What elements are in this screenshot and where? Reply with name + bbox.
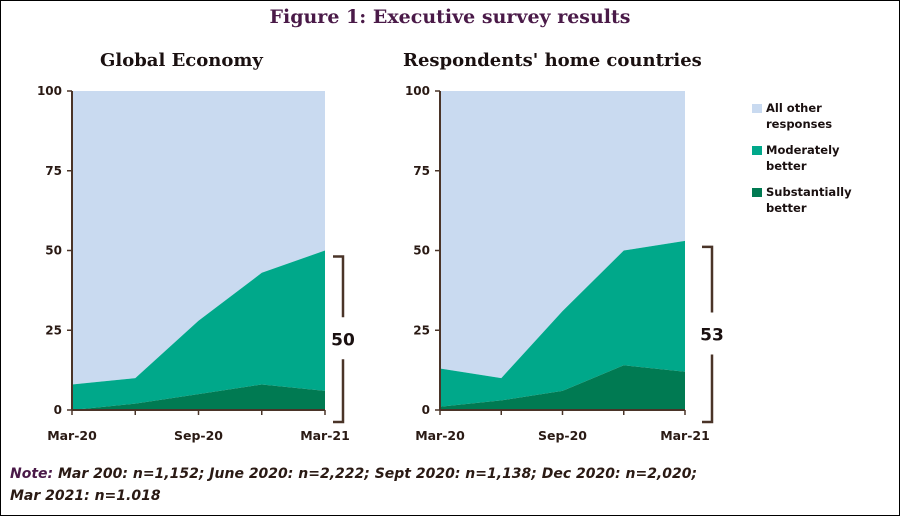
home-area-all-other-responses xyxy=(440,91,685,379)
home-x-tick-label: Mar-21 xyxy=(660,428,710,443)
legend-item-substantially: Substantially better xyxy=(752,184,896,216)
home-y-tick-label: 50 xyxy=(413,244,430,258)
home-y-tick-label: 0 xyxy=(422,403,430,417)
home-area-moderately-better xyxy=(440,240,685,407)
chart-title-home: Respondents' home countries xyxy=(403,50,702,71)
note-text-line2: Mar 2021: n=1.018 xyxy=(10,488,161,504)
global-annotation-label: 50 xyxy=(331,330,355,350)
home-brace-bottom xyxy=(702,354,714,424)
global-y-tick-label: 50 xyxy=(45,244,62,258)
legend-label: All other xyxy=(766,101,822,115)
chart-title-global: Global Economy xyxy=(100,50,263,71)
legend-label: Substantially xyxy=(766,185,852,199)
global-y-tick-label: 25 xyxy=(45,323,62,337)
global-area-all-other-responses xyxy=(72,91,325,385)
global-y-tick-label: 100 xyxy=(37,84,62,98)
home-y-tick-label: 100 xyxy=(405,84,430,98)
global-y-tick-label: 0 xyxy=(54,403,62,417)
home-area-substantially-better xyxy=(440,365,685,410)
global-brace-bottom xyxy=(333,359,345,424)
global-area-substantially-better xyxy=(72,384,325,410)
figure-title: Figure 1: Executive survey results xyxy=(269,6,631,28)
home-x-tick-label: Sep-20 xyxy=(538,428,587,443)
global-x-tick-label: Mar-21 xyxy=(300,428,350,443)
legend: All other responses Moderately better Su… xyxy=(752,100,896,226)
global-x-tick-label: Sep-20 xyxy=(174,428,223,443)
global-y-tick-label: 75 xyxy=(45,164,62,178)
note-text-line1: Mar 200: n=1,152; June 2020: n=2,222; Se… xyxy=(53,466,698,482)
home-x-tick-label: Mar-20 xyxy=(415,428,465,443)
legend-label: better xyxy=(766,201,807,215)
legend-swatch-substantially xyxy=(752,188,762,197)
legend-swatch-all-other xyxy=(752,104,762,113)
legend-label: responses xyxy=(766,117,833,131)
legend-label: Moderately xyxy=(766,143,840,157)
home-annotation-label: 53 xyxy=(700,325,724,345)
global-x-tick-label: Mar-20 xyxy=(47,428,97,443)
legend-item-moderately: Moderately better xyxy=(752,142,896,174)
legend-swatch-moderately xyxy=(752,146,762,155)
legend-label: better xyxy=(766,159,807,173)
global-brace-top xyxy=(333,255,345,318)
legend-item-all-other: All other responses xyxy=(752,100,896,132)
note-label: Note: xyxy=(10,466,54,482)
home-brace-top xyxy=(702,245,714,313)
global-area-moderately-better xyxy=(72,250,325,410)
home-y-tick-label: 25 xyxy=(413,323,430,337)
note: Note: Mar 200: n=1,152; June 2020: n=2,2… xyxy=(10,463,890,507)
home-y-tick-label: 75 xyxy=(413,164,430,178)
